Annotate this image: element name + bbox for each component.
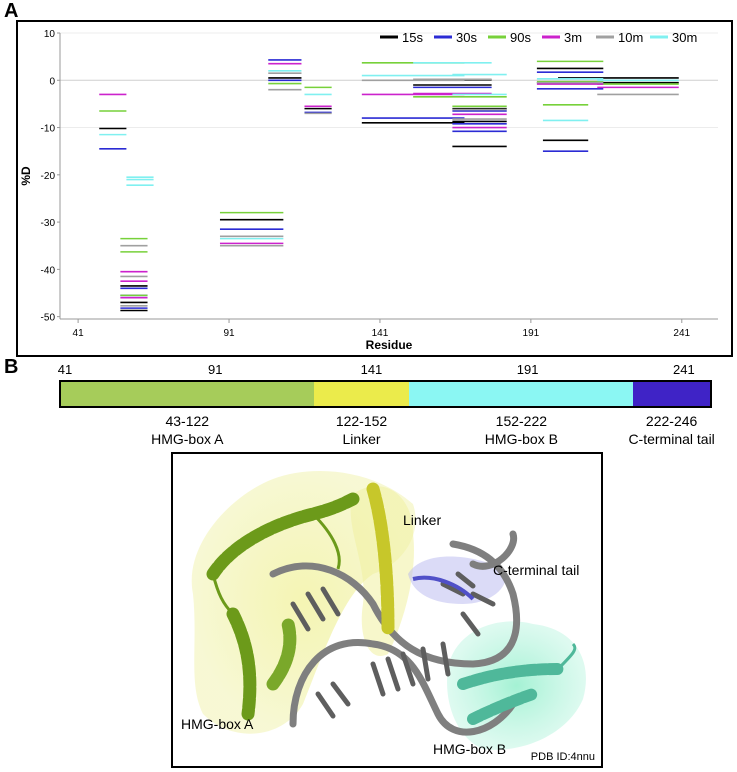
domain-bar-ticks: 41 91 141 191 241 <box>0 362 737 380</box>
hdx-chart: 10 0 -10 -20 -30 -40 -50 41 91 141 191 241 Residue %D… <box>19 29 718 352</box>
hmg-box-b-loop <box>556 642 577 671</box>
domain-range: 122-152 <box>335 413 388 429</box>
x-tick-label: 141 <box>372 328 389 339</box>
hdx-chart-panel: 10 0 -10 -20 -30 -40 -50 41 91 141 191 241 Residue %D… <box>16 20 733 357</box>
domain-bar <box>59 380 712 408</box>
linker-helix <box>366 482 395 636</box>
legend-label: 3m <box>564 30 582 45</box>
hmg-box-a-loop <box>211 512 341 616</box>
hmg-box-a-helices <box>206 492 360 721</box>
protein-structure-panel: Linker C-terminal tail HMG-box A HMG-box… <box>171 452 603 768</box>
domain-label: 122-152 Linker <box>336 412 387 448</box>
domain-segment <box>633 382 710 406</box>
structure-label-hmg-box-a: HMG-box A <box>181 716 254 732</box>
domain-range: 43-122 <box>165 413 210 429</box>
legend-label: 90s <box>510 30 531 45</box>
domain-tick-label: 91 <box>207 362 223 377</box>
domain-tick-label: 191 <box>516 362 539 377</box>
y-tick-label: 10 <box>44 29 56 40</box>
domain-name: HMG-box A <box>151 431 224 447</box>
domain-label: 43-122 HMG-box A <box>151 412 223 448</box>
x-axis-label: Residue <box>366 338 413 352</box>
y-tick-label: -50 <box>41 313 56 324</box>
x-tick-label: 191 <box>523 328 540 339</box>
hmg-box-b-helices <box>457 663 564 725</box>
protein-dna-structure-illustration <box>191 471 586 750</box>
structure-label-hmg-box-b: HMG-box B <box>433 741 507 757</box>
domain-tick-label: 241 <box>673 362 695 377</box>
domain-name: Linker <box>342 431 381 447</box>
y-tick-label: -40 <box>41 265 56 276</box>
y-axis-label: %D <box>19 166 33 186</box>
y-tick-label: -10 <box>41 124 56 135</box>
domain-segment <box>61 382 314 406</box>
domain-name: HMG-box B <box>484 431 558 447</box>
domain-segment <box>409 382 634 406</box>
legend-label: 30m <box>672 30 697 45</box>
panel-b-letter: B <box>4 356 19 378</box>
dna-backbone <box>269 530 521 736</box>
domain-range: 222-246 <box>645 413 698 429</box>
structure-label-c-terminal-tail: C-terminal tail <box>493 562 580 578</box>
domain-tick-label: 141 <box>360 362 383 377</box>
panel-a-letter: A <box>4 0 19 22</box>
domain-name: C-terminal tail <box>628 431 715 447</box>
y-tick-label: -20 <box>41 171 56 182</box>
domain-label: 152-222 HMG-box B <box>485 412 558 448</box>
structure-label-linker: Linker <box>403 512 442 528</box>
domain-tick-label: 41 <box>57 362 73 377</box>
legend-label: 30s <box>456 30 477 45</box>
legend-label: 10m <box>618 30 643 45</box>
domain-range: 152-222 <box>495 413 548 429</box>
pdb-id-label: PDB ID:4nnu <box>530 751 595 763</box>
y-tick-label: 0 <box>49 76 55 87</box>
domain-label: 222-246 C-terminal tail <box>628 412 714 448</box>
c-terminal-tail-coil <box>412 575 475 601</box>
x-tick-label: 241 <box>673 328 690 339</box>
dna-bases <box>290 571 496 719</box>
x-tick-label: 41 <box>73 328 85 339</box>
y-tick-label: -30 <box>41 218 56 229</box>
domain-segment <box>313 382 410 406</box>
legend-label: 15s <box>402 30 423 45</box>
x-tick-label: 91 <box>223 328 235 339</box>
